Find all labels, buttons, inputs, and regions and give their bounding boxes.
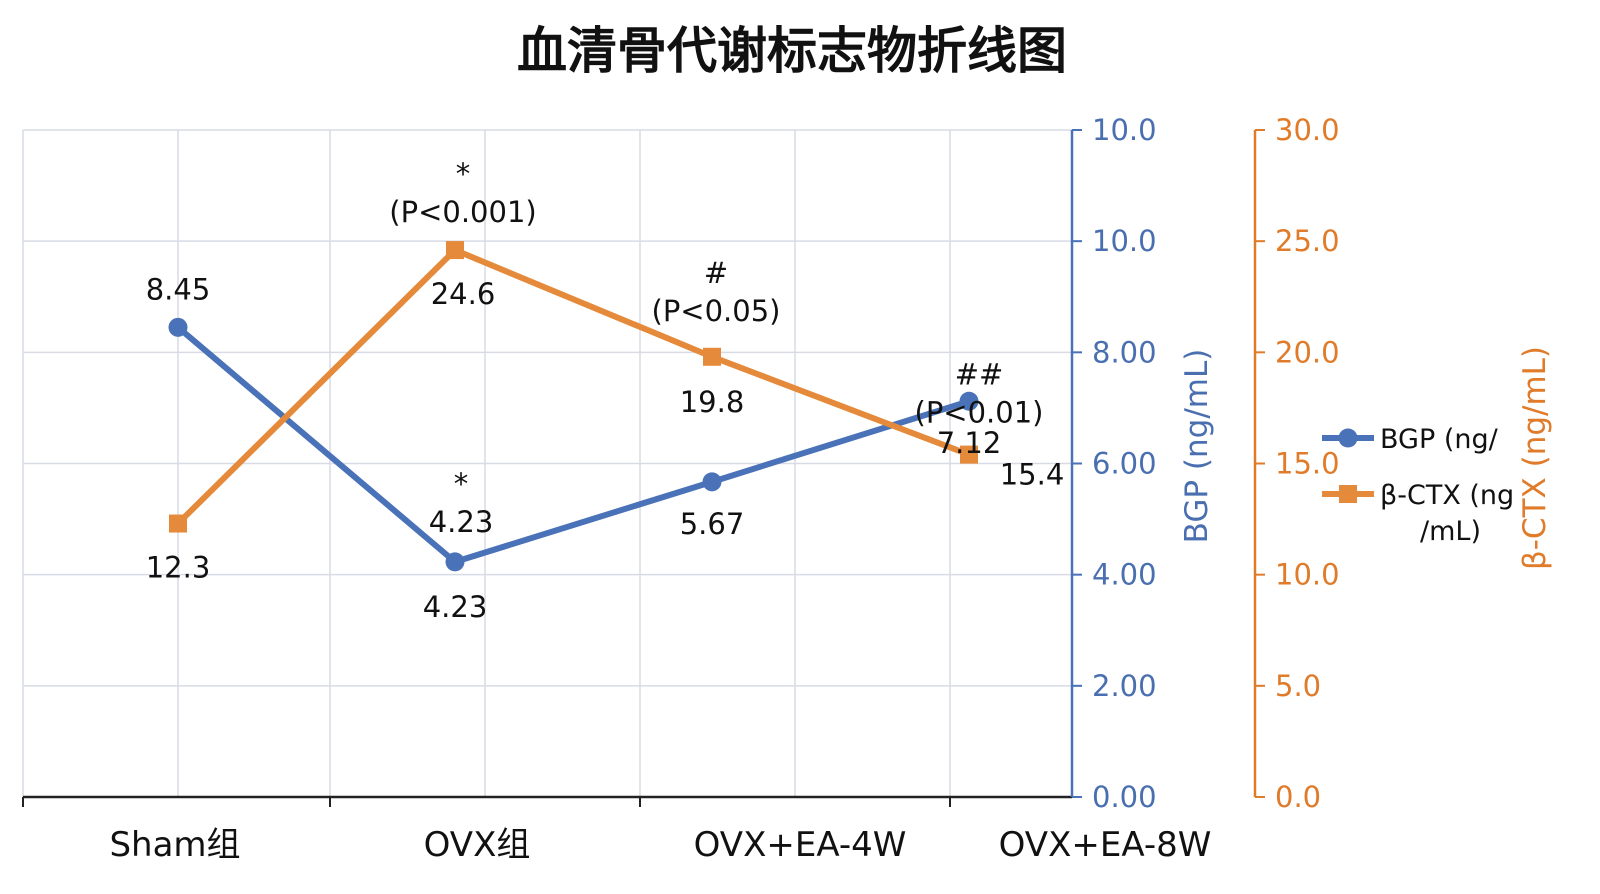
series-markers (168, 241, 979, 572)
left-y-tick-label: 2.00 (1092, 669, 1157, 703)
data-point (702, 472, 722, 492)
right-y-axis-title: β-CTX (ng/mL) (1517, 346, 1553, 570)
annotation: ## (955, 358, 1004, 392)
category-label: OVX+EA-8W (999, 825, 1212, 865)
annotation: 4.23 (429, 505, 494, 539)
right-y-tick-label: 0.0 (1275, 780, 1321, 814)
data-labels: 8.45 4.23 5.67 7.12 12.3 24.6 19.8 15.4 * (P<0.00… (146, 157, 1065, 624)
category-label: OVX组 (424, 825, 531, 865)
category-label: OVX+EA-4W (694, 825, 907, 865)
right-y-tick-label: 25.0 (1275, 224, 1340, 258)
legend-marker (1338, 428, 1358, 448)
data-point (703, 347, 721, 366)
left-y-tick-label: 10.0 (1092, 113, 1157, 147)
grid (22, 129, 1072, 798)
data-label: 4.23 (423, 590, 488, 624)
left-y-tick-label: 8.00 (1092, 335, 1157, 369)
left-y-tick-label: 4.00 (1092, 558, 1157, 592)
right-y-tick-label: 20.0 (1275, 335, 1340, 369)
data-label: 7.12 (937, 426, 1002, 460)
right-y-tick-label: 15.0 (1275, 447, 1340, 481)
left-y-tick-label: 10.0 (1092, 224, 1157, 258)
annotation: * (454, 467, 469, 501)
annotation: (P<0.001) (389, 195, 536, 229)
annotation: (P<0.05) (652, 294, 781, 328)
data-label: 8.45 (146, 272, 211, 306)
data-point (445, 552, 465, 572)
left-y-tick-label: 6.00 (1092, 447, 1157, 481)
left-y-axis-title: BGP (ng/mL) (1179, 349, 1215, 544)
data-point (960, 445, 978, 464)
right-y-tick-label: 10.0 (1275, 558, 1340, 592)
legend-label: β-CTX (ng (1380, 480, 1514, 511)
series-lines (175, 247, 971, 565)
data-label: 19.8 (680, 385, 745, 419)
category-label: Sham组 (109, 825, 240, 865)
data-label: 24.6 (431, 277, 496, 311)
annotation: # (704, 256, 728, 290)
legend-label: BGP (ng/ (1380, 424, 1499, 455)
data-point (446, 241, 464, 260)
series-line (176, 325, 970, 565)
series-line (175, 247, 971, 526)
data-point (169, 514, 187, 533)
legend-marker (1339, 485, 1357, 503)
data-label: 15.4 (1000, 458, 1065, 492)
chart-title: 血清骨代谢标志物折线图 (517, 22, 1067, 80)
data-point (959, 391, 979, 411)
annotation: (P<0.01) (915, 396, 1044, 430)
data-point (168, 317, 188, 337)
data-label: 5.67 (680, 507, 745, 541)
data-label: 12.3 (146, 551, 211, 585)
left-y-tick-label: 0.00 (1092, 780, 1157, 814)
legend-label: /mL) (1420, 516, 1481, 547)
axes: Sham组 OVX组 OVX+EA-4W OVX+EA-8W 0.00 2.00 4.00 6… (22, 113, 1553, 865)
legend: BGP (ng/β-CTX (ng/mL) (1322, 424, 1514, 547)
annotation: * (456, 157, 471, 191)
right-y-tick-label: 30.0 (1275, 113, 1340, 147)
right-y-tick-label: 5.0 (1275, 669, 1321, 703)
